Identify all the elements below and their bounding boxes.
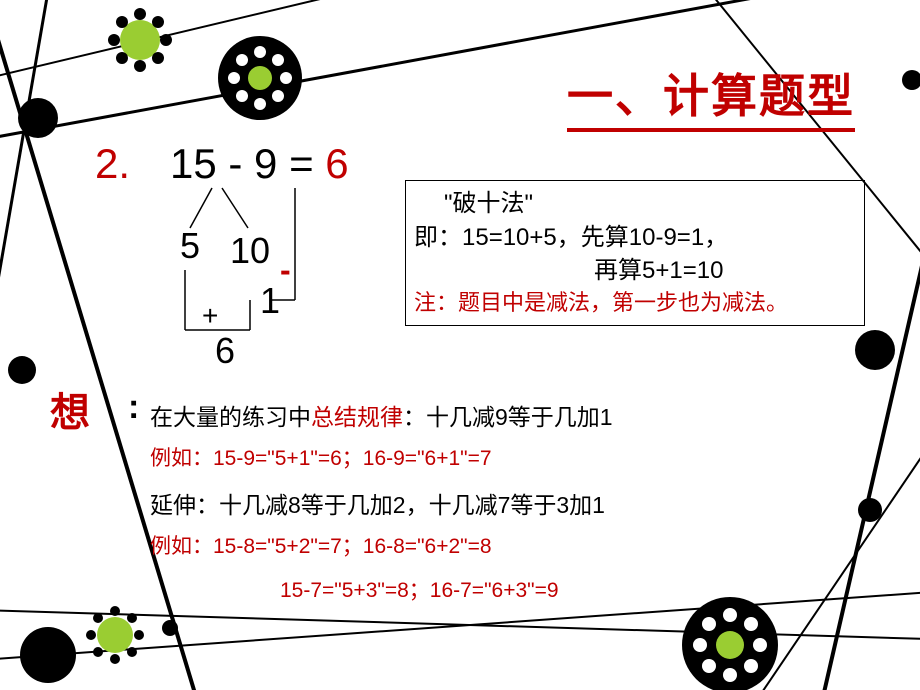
think-line1-a: 在大量的练习中 — [150, 404, 311, 430]
method-line1: 即：15=10+5，先算10-9=1， — [414, 221, 856, 255]
split-5: 5 — [180, 225, 200, 267]
think-line2: 例如：15-9="5+1"=6；16-9="6+1"=7 — [150, 442, 492, 472]
think-colon: : — [128, 388, 139, 427]
split-plus: + — [202, 300, 218, 332]
think-label: 想 — [50, 380, 90, 438]
section-title: 一、计算题型 — [567, 60, 855, 132]
method-line2: 再算5+1=10 — [414, 254, 856, 288]
think-line4: 例如：15-8="5+2"=7；16-8="6+2"=8 — [150, 530, 492, 560]
equation: 15 - 9 = 6 — [170, 140, 349, 188]
method-box: "破十法" 即：15=10+5，先算10-9=1， 再算5+1=10 注：题目中… — [405, 180, 865, 326]
problem-number: 2. — [95, 140, 130, 188]
method-name: "破十法" — [414, 187, 856, 221]
equation-answer: 6 — [325, 140, 348, 187]
method-note: 注：题目中是减法，第一步也为减法。 — [414, 288, 856, 319]
think-line5: 15-7="5+3"=8；16-7="6+3"=9 — [280, 574, 559, 604]
equation-left: 15 - 9 = — [170, 140, 325, 187]
split-diagram: 5 10 - 1 + 6 — [160, 190, 360, 360]
think-line1: 在大量的练习中总结规律：十几减9等于几加1 — [150, 398, 613, 432]
split-6: 6 — [215, 330, 235, 372]
split-10: 10 — [230, 230, 270, 272]
split-1: 1 — [260, 280, 280, 322]
think-line3: 延伸：十几减8等于几加2，十几减7等于3加1 — [150, 486, 605, 520]
think-line1-b: 总结规律 — [311, 404, 403, 430]
split-minus: - — [280, 252, 291, 289]
think-line1-c: ：十几减9等于几加1 — [403, 404, 613, 430]
